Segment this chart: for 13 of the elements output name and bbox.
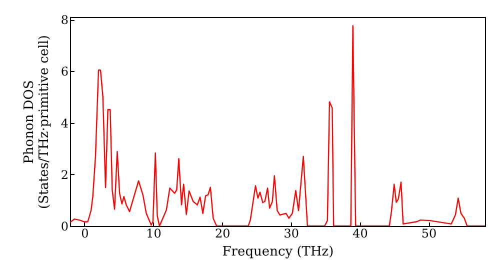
y-tick-label: 6: [60, 64, 68, 79]
line-series: [70, 25, 485, 226]
x-axis-title: Frequency (THz): [222, 244, 334, 260]
x-tick-label: 20: [214, 226, 230, 240]
x-tick-label: 40: [352, 226, 368, 240]
x-tick-label: 50: [421, 226, 437, 240]
x-tick-label: 10: [146, 226, 162, 240]
x-tick-label: 30: [284, 226, 300, 240]
y-tick-label: 8: [60, 13, 68, 28]
x-tick-label: 0: [81, 226, 89, 240]
y-axis-title: Phonon DOS (States/THz·primitive cell): [22, 34, 52, 210]
y-tick-label: 4: [60, 116, 69, 130]
y-tick-label: 2: [60, 168, 68, 182]
